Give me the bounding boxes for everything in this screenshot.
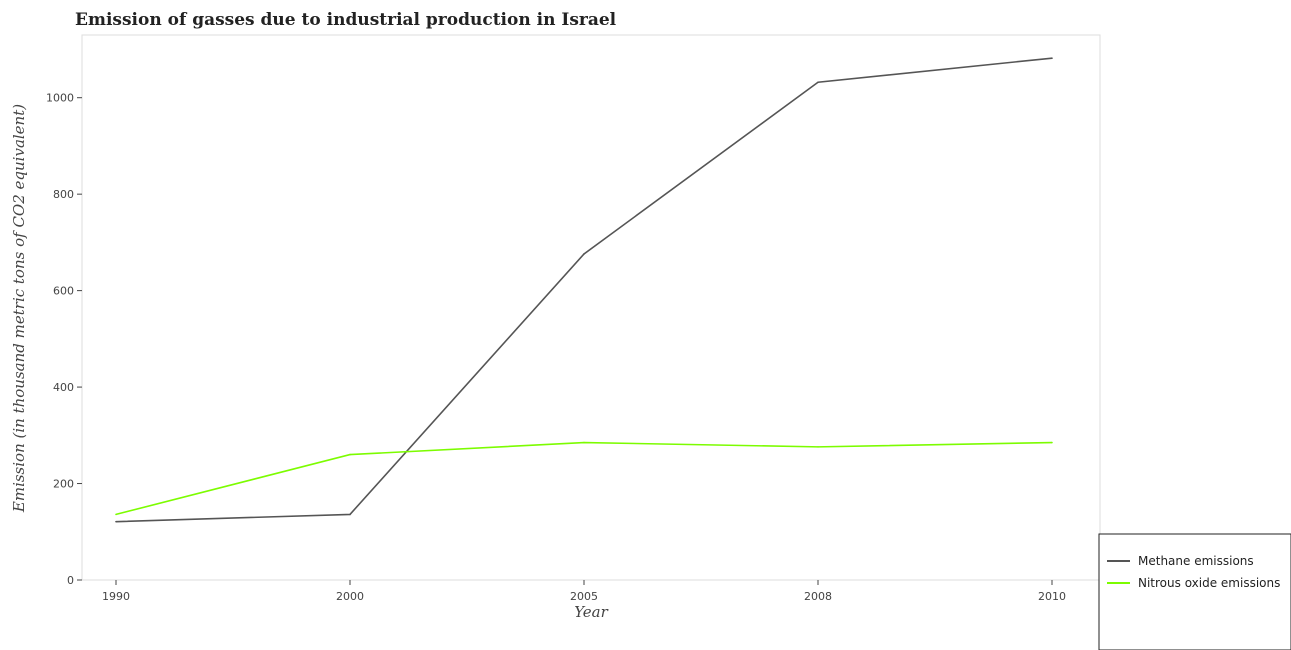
nitrous-oxide-point (1051, 441, 1053, 444)
y-tick-label: 0 (67, 574, 74, 587)
y-axis-ticks: 0 200 400 600 800 1000 (46, 92, 82, 587)
y-tick-label: 200 (53, 478, 74, 491)
x-axis-label: Year (574, 603, 608, 621)
methane-point (1051, 57, 1053, 59)
y-tick-label: 1000 (46, 92, 74, 105)
plot-area (81, 34, 1101, 581)
y-axis-label: Emission (in thousand metric tons of CO2… (10, 104, 28, 513)
y-tick-label: 600 (53, 285, 74, 298)
x-axis-ticks: 1990 2000 2005 2008 2010 (102, 580, 1066, 603)
methane-point (349, 513, 351, 516)
x-tick-label: 1990 (102, 590, 130, 603)
legend-label-nitrous: Nitrous oxide emissions (1138, 576, 1280, 590)
y-tick-label: 400 (53, 381, 74, 394)
nitrous-oxide-point (115, 513, 117, 516)
legend: Methane emissions Nitrous oxide emission… (1098, 533, 1291, 650)
x-tick-label: 2000 (336, 590, 364, 603)
series-lines (115, 57, 1053, 523)
x-tick-label: 2010 (1038, 590, 1066, 603)
x-tick-label: 2008 (804, 590, 832, 603)
methane-point (583, 253, 585, 255)
nitrous-oxide-point (583, 441, 585, 444)
chart-title: Emission of gasses due to industrial pro… (75, 10, 617, 30)
methane-point (817, 81, 819, 84)
legend-label-methane: Methane emissions (1138, 554, 1254, 568)
x-tick-label: 2005 (570, 590, 598, 603)
y-tick-label: 800 (53, 188, 74, 201)
nitrous-oxide-point (349, 453, 351, 456)
methane-point (115, 520, 117, 523)
legend-box (1098, 533, 1291, 650)
nitrous-oxide-point (817, 446, 819, 448)
